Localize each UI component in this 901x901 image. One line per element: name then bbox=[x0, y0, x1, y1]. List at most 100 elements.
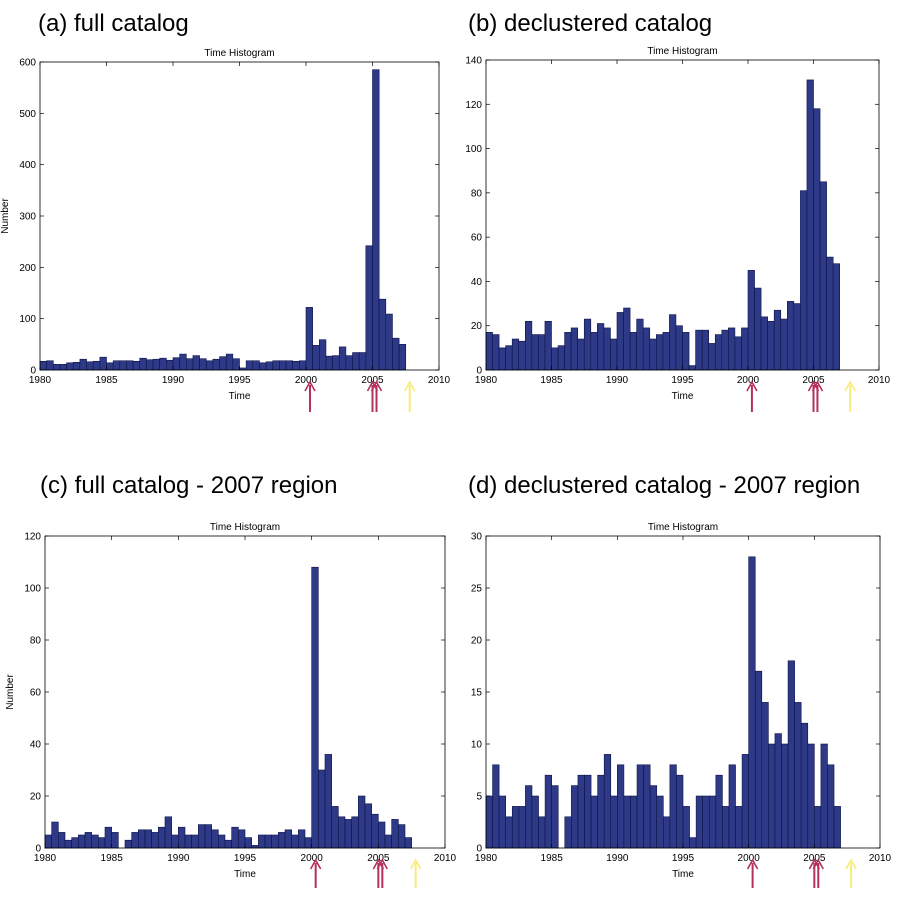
chart1-bar bbox=[126, 360, 134, 371]
chart2-bar bbox=[773, 309, 782, 371]
chart1-x-tick-label: 2005 bbox=[361, 375, 384, 386]
chart3-bar bbox=[384, 834, 392, 849]
chart1-x-tick-label: 2010 bbox=[428, 375, 451, 386]
chart2-bar bbox=[800, 190, 808, 371]
chart3-bar bbox=[331, 806, 339, 849]
chart4-bar bbox=[617, 764, 625, 849]
chart3-title: Time Histogram bbox=[210, 522, 280, 533]
chart1-bar bbox=[279, 360, 287, 371]
chart4-x-tick-label: 1990 bbox=[606, 853, 629, 864]
chart2-bar bbox=[551, 347, 559, 371]
chart4-bar bbox=[525, 785, 533, 849]
chart2-bar bbox=[701, 329, 710, 371]
chart2-bar bbox=[813, 108, 821, 371]
chart1-bar bbox=[159, 357, 167, 371]
chart1-bar bbox=[112, 360, 121, 371]
chart1-x-tick-label: 1980 bbox=[29, 375, 52, 386]
chart3-bar bbox=[271, 834, 279, 849]
chart4-bar bbox=[662, 816, 671, 849]
chart2-bar bbox=[655, 334, 664, 371]
chart3-bar bbox=[358, 795, 366, 849]
chart4-bar bbox=[610, 795, 618, 849]
chart4-bar bbox=[630, 795, 638, 849]
chart1-bar bbox=[166, 359, 174, 371]
chart3-bar bbox=[304, 837, 312, 849]
chart2-bar bbox=[826, 256, 834, 371]
panel-title-d: (d) declustered catalog - 2007 region bbox=[468, 472, 861, 499]
chart3-bar bbox=[178, 826, 186, 849]
chart1-bar bbox=[232, 358, 240, 371]
chart1-bar bbox=[332, 355, 340, 371]
chart4-y-tick-label: 15 bbox=[471, 688, 483, 699]
chart2-bar bbox=[767, 320, 775, 371]
chart4-bar bbox=[774, 733, 782, 849]
chart3-x-tick-label: 2005 bbox=[367, 853, 390, 864]
chart4-x-tick-label: 2010 bbox=[869, 853, 892, 864]
chart1-bar bbox=[86, 361, 94, 371]
chart2-bar bbox=[741, 327, 749, 371]
chart1-bar bbox=[365, 245, 373, 371]
chart3-bar bbox=[244, 837, 252, 849]
chart1-bar bbox=[358, 352, 367, 371]
chart3-y-tick-label: 60 bbox=[30, 688, 42, 699]
chart1-x-tick-label: 2000 bbox=[295, 375, 318, 386]
chart2-x-tick-label: 2000 bbox=[737, 375, 760, 386]
chart3-bar bbox=[164, 816, 172, 849]
chart3-x-tick-label: 1980 bbox=[34, 853, 57, 864]
chart1-bar bbox=[186, 358, 194, 371]
chart4-bar bbox=[708, 795, 717, 849]
chart2-title: Time Histogram bbox=[647, 46, 717, 57]
chart4-event-arrow-head bbox=[746, 858, 759, 870]
panel-title-b: (b) declustered catalog bbox=[468, 10, 713, 37]
chart4-bar bbox=[807, 743, 815, 849]
chart1-bar bbox=[378, 298, 387, 371]
chart1-bar bbox=[398, 344, 407, 371]
chart4-x-tick-label: 1980 bbox=[475, 853, 498, 864]
chart1-x-label: Time bbox=[229, 391, 251, 402]
chart4-bar bbox=[505, 816, 513, 849]
chart3-bar bbox=[58, 832, 66, 849]
chart4-bar bbox=[748, 556, 756, 849]
chart1-bar bbox=[59, 364, 67, 371]
chart4-bar bbox=[590, 795, 598, 849]
chart4-bar bbox=[643, 764, 651, 849]
chart3-bar bbox=[191, 834, 199, 849]
chart4-bar bbox=[564, 816, 572, 849]
chart2-bar bbox=[538, 334, 546, 371]
chart3-bar bbox=[124, 839, 132, 849]
chart2-bar bbox=[577, 338, 585, 371]
chart1-bar bbox=[225, 353, 234, 371]
chart1-bar bbox=[305, 307, 313, 371]
chart3-bar bbox=[398, 824, 406, 849]
chart3-bar bbox=[138, 829, 146, 849]
chart4-bar bbox=[538, 816, 546, 849]
chart1-event-arrow-head bbox=[304, 380, 316, 392]
chart3-bar bbox=[204, 824, 212, 849]
chart3-bar bbox=[104, 826, 112, 849]
chart3-bar bbox=[64, 839, 72, 849]
chart3-y-tick-label: 120 bbox=[24, 532, 41, 543]
chart3-bar bbox=[391, 819, 399, 849]
chart2-bar bbox=[819, 181, 827, 371]
chart1-bar bbox=[39, 360, 47, 371]
chart1-y-tick-label: 600 bbox=[19, 58, 36, 69]
chart1-bar bbox=[72, 361, 81, 371]
chart2-bar bbox=[485, 332, 493, 371]
chart4-bar bbox=[728, 764, 736, 849]
chart1-bar bbox=[299, 360, 307, 371]
chart2-bar bbox=[570, 327, 579, 371]
chart3-bar bbox=[78, 834, 86, 849]
chart1-bar bbox=[199, 358, 207, 371]
chart1-bar bbox=[259, 362, 267, 371]
chart2-x-tick-label: 2010 bbox=[868, 375, 891, 386]
chart3-bar bbox=[151, 832, 159, 849]
chart1-bar bbox=[345, 355, 353, 371]
chart2-x-tick-label: 1990 bbox=[606, 375, 629, 386]
chart4-bar bbox=[485, 795, 493, 849]
chart4-y-tick-label: 20 bbox=[471, 636, 483, 647]
chart3-bar bbox=[98, 837, 106, 849]
chart2-y-tick-label: 20 bbox=[471, 321, 483, 332]
chart2-event-arrow-head bbox=[844, 380, 856, 392]
chart1-bar bbox=[392, 337, 400, 371]
chart2-bar bbox=[675, 325, 683, 371]
